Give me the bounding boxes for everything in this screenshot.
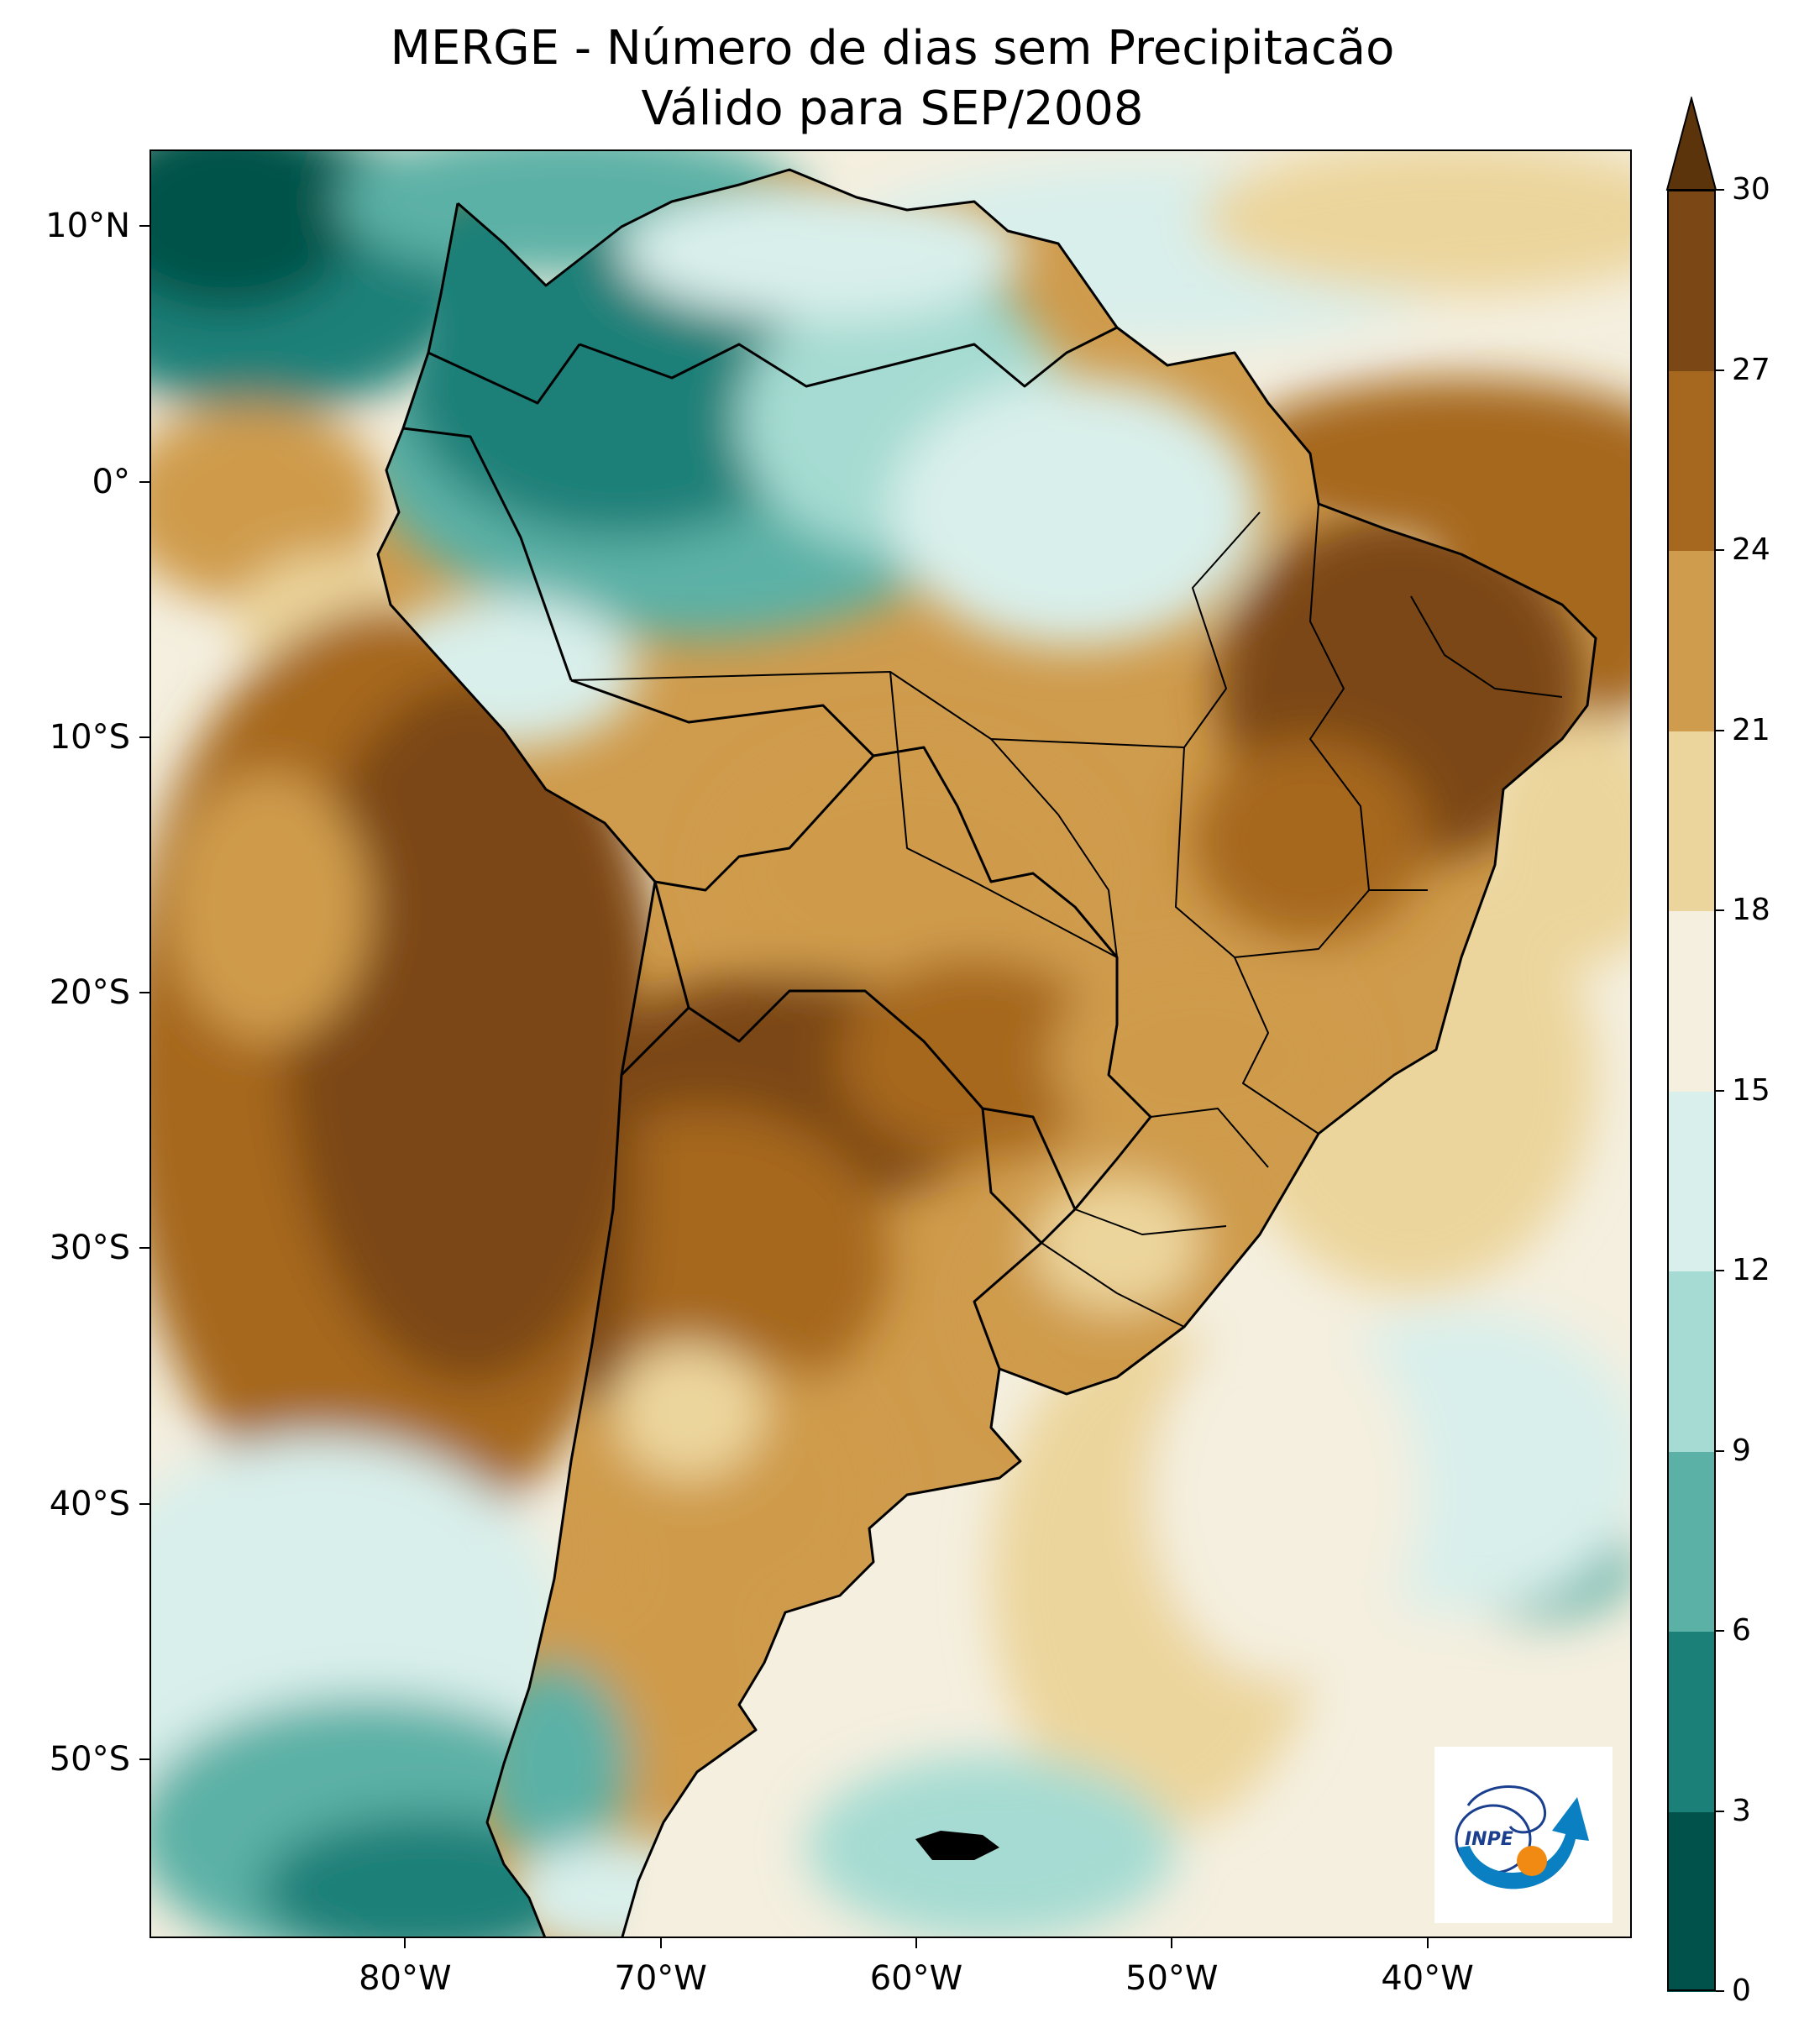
- colorbar-tick-label: 18: [1732, 893, 1770, 927]
- map-panel: [149, 149, 1632, 1938]
- lon-tick-label: 60°W: [869, 1959, 963, 1998]
- colorbar-tick: [1716, 729, 1724, 731]
- lon-tick-mark: [659, 1938, 662, 1948]
- colorbar-tick-label: 3: [1732, 1793, 1751, 1828]
- lat-tick-mark: [139, 1502, 149, 1505]
- colorbar-tick-label: 12: [1732, 1253, 1770, 1287]
- inpe-logo: INPE: [1434, 1747, 1613, 1923]
- country-borders: [376, 168, 1597, 1937]
- colorbar-segment: [1667, 1271, 1716, 1452]
- colorbar-tick: [1716, 1089, 1724, 1092]
- colorbar-segment: [1667, 730, 1716, 911]
- colorbar-segment: [1667, 190, 1716, 371]
- logo-text: INPE: [1465, 1829, 1513, 1850]
- colorbar-segment: [1667, 1811, 1716, 1992]
- lat-tick-mark: [139, 992, 149, 994]
- colorbar-segment: [1667, 1631, 1716, 1812]
- colorbar-tick-label: 24: [1732, 532, 1770, 567]
- colorbar-tick: [1716, 189, 1724, 191]
- colorbar-tick: [1716, 1630, 1724, 1632]
- lon-tick-mark: [915, 1938, 917, 1948]
- lat-tick-label: 30°S: [49, 1229, 130, 1268]
- colorbar-tick-label: 0: [1732, 1973, 1751, 2008]
- lat-tick-label: 10°N: [45, 207, 130, 246]
- colorbar-segment: [1667, 1450, 1716, 1632]
- falkland-islands: [915, 1831, 999, 1860]
- colorbar-tick-label: 15: [1732, 1072, 1770, 1108]
- colorbar-segment: [1667, 550, 1716, 731]
- colorbar-tick: [1716, 1810, 1724, 1812]
- lat-tick-label: 20°S: [49, 973, 130, 1013]
- colorbar-tick: [1716, 369, 1724, 371]
- colorbar-segment: [1667, 369, 1716, 551]
- colorbar-tick-label: 6: [1732, 1613, 1751, 1648]
- lon-tick-label: 80°W: [359, 1959, 452, 1998]
- precipitation-map: [151, 151, 1630, 1937]
- colorbar-tick-label: 27: [1732, 352, 1770, 387]
- lon-tick-mark: [404, 1938, 406, 1948]
- inpe-logo-icon: [1455, 1785, 1589, 1889]
- colorbar-tick: [1716, 1270, 1724, 1271]
- map-title: MERGE - Número de dias sem Precipitacão: [390, 21, 1395, 76]
- colorbar-tick: [1716, 549, 1724, 551]
- colorbar-tick-label: 30: [1732, 172, 1770, 207]
- lat-tick-mark: [139, 736, 149, 738]
- lat-tick-mark: [139, 1758, 149, 1760]
- colorbar-tick: [1716, 909, 1724, 911]
- lon-tick-mark: [1426, 1938, 1429, 1948]
- colorbar-segment: [1667, 910, 1716, 1092]
- colorbar-segment: [1667, 1090, 1716, 1271]
- lat-tick-mark: [139, 480, 149, 483]
- colorbar-tick-label: 9: [1732, 1433, 1751, 1468]
- lat-tick-label: 0°: [92, 462, 130, 501]
- colorbar-tick-label: 21: [1732, 712, 1770, 747]
- lon-tick-mark: [1171, 1938, 1173, 1948]
- lon-tick-label: 70°W: [614, 1959, 707, 1998]
- colorbar-extend-arrow: [1665, 97, 1717, 191]
- lat-tick-label: 50°S: [49, 1740, 130, 1779]
- colorbar: [1667, 190, 1716, 1992]
- lat-tick-mark: [139, 1247, 149, 1250]
- lat-tick-label: 10°S: [49, 717, 130, 757]
- lon-tick-label: 40°W: [1381, 1959, 1474, 1998]
- colorbar-tick: [1716, 1990, 1724, 1992]
- map-subtitle: Válido para SEP/2008: [641, 81, 1144, 136]
- colorbar-tick: [1716, 1449, 1724, 1452]
- lat-tick-label: 40°S: [49, 1484, 130, 1523]
- lon-tick-label: 50°W: [1125, 1959, 1219, 1998]
- lat-tick-mark: [139, 225, 149, 228]
